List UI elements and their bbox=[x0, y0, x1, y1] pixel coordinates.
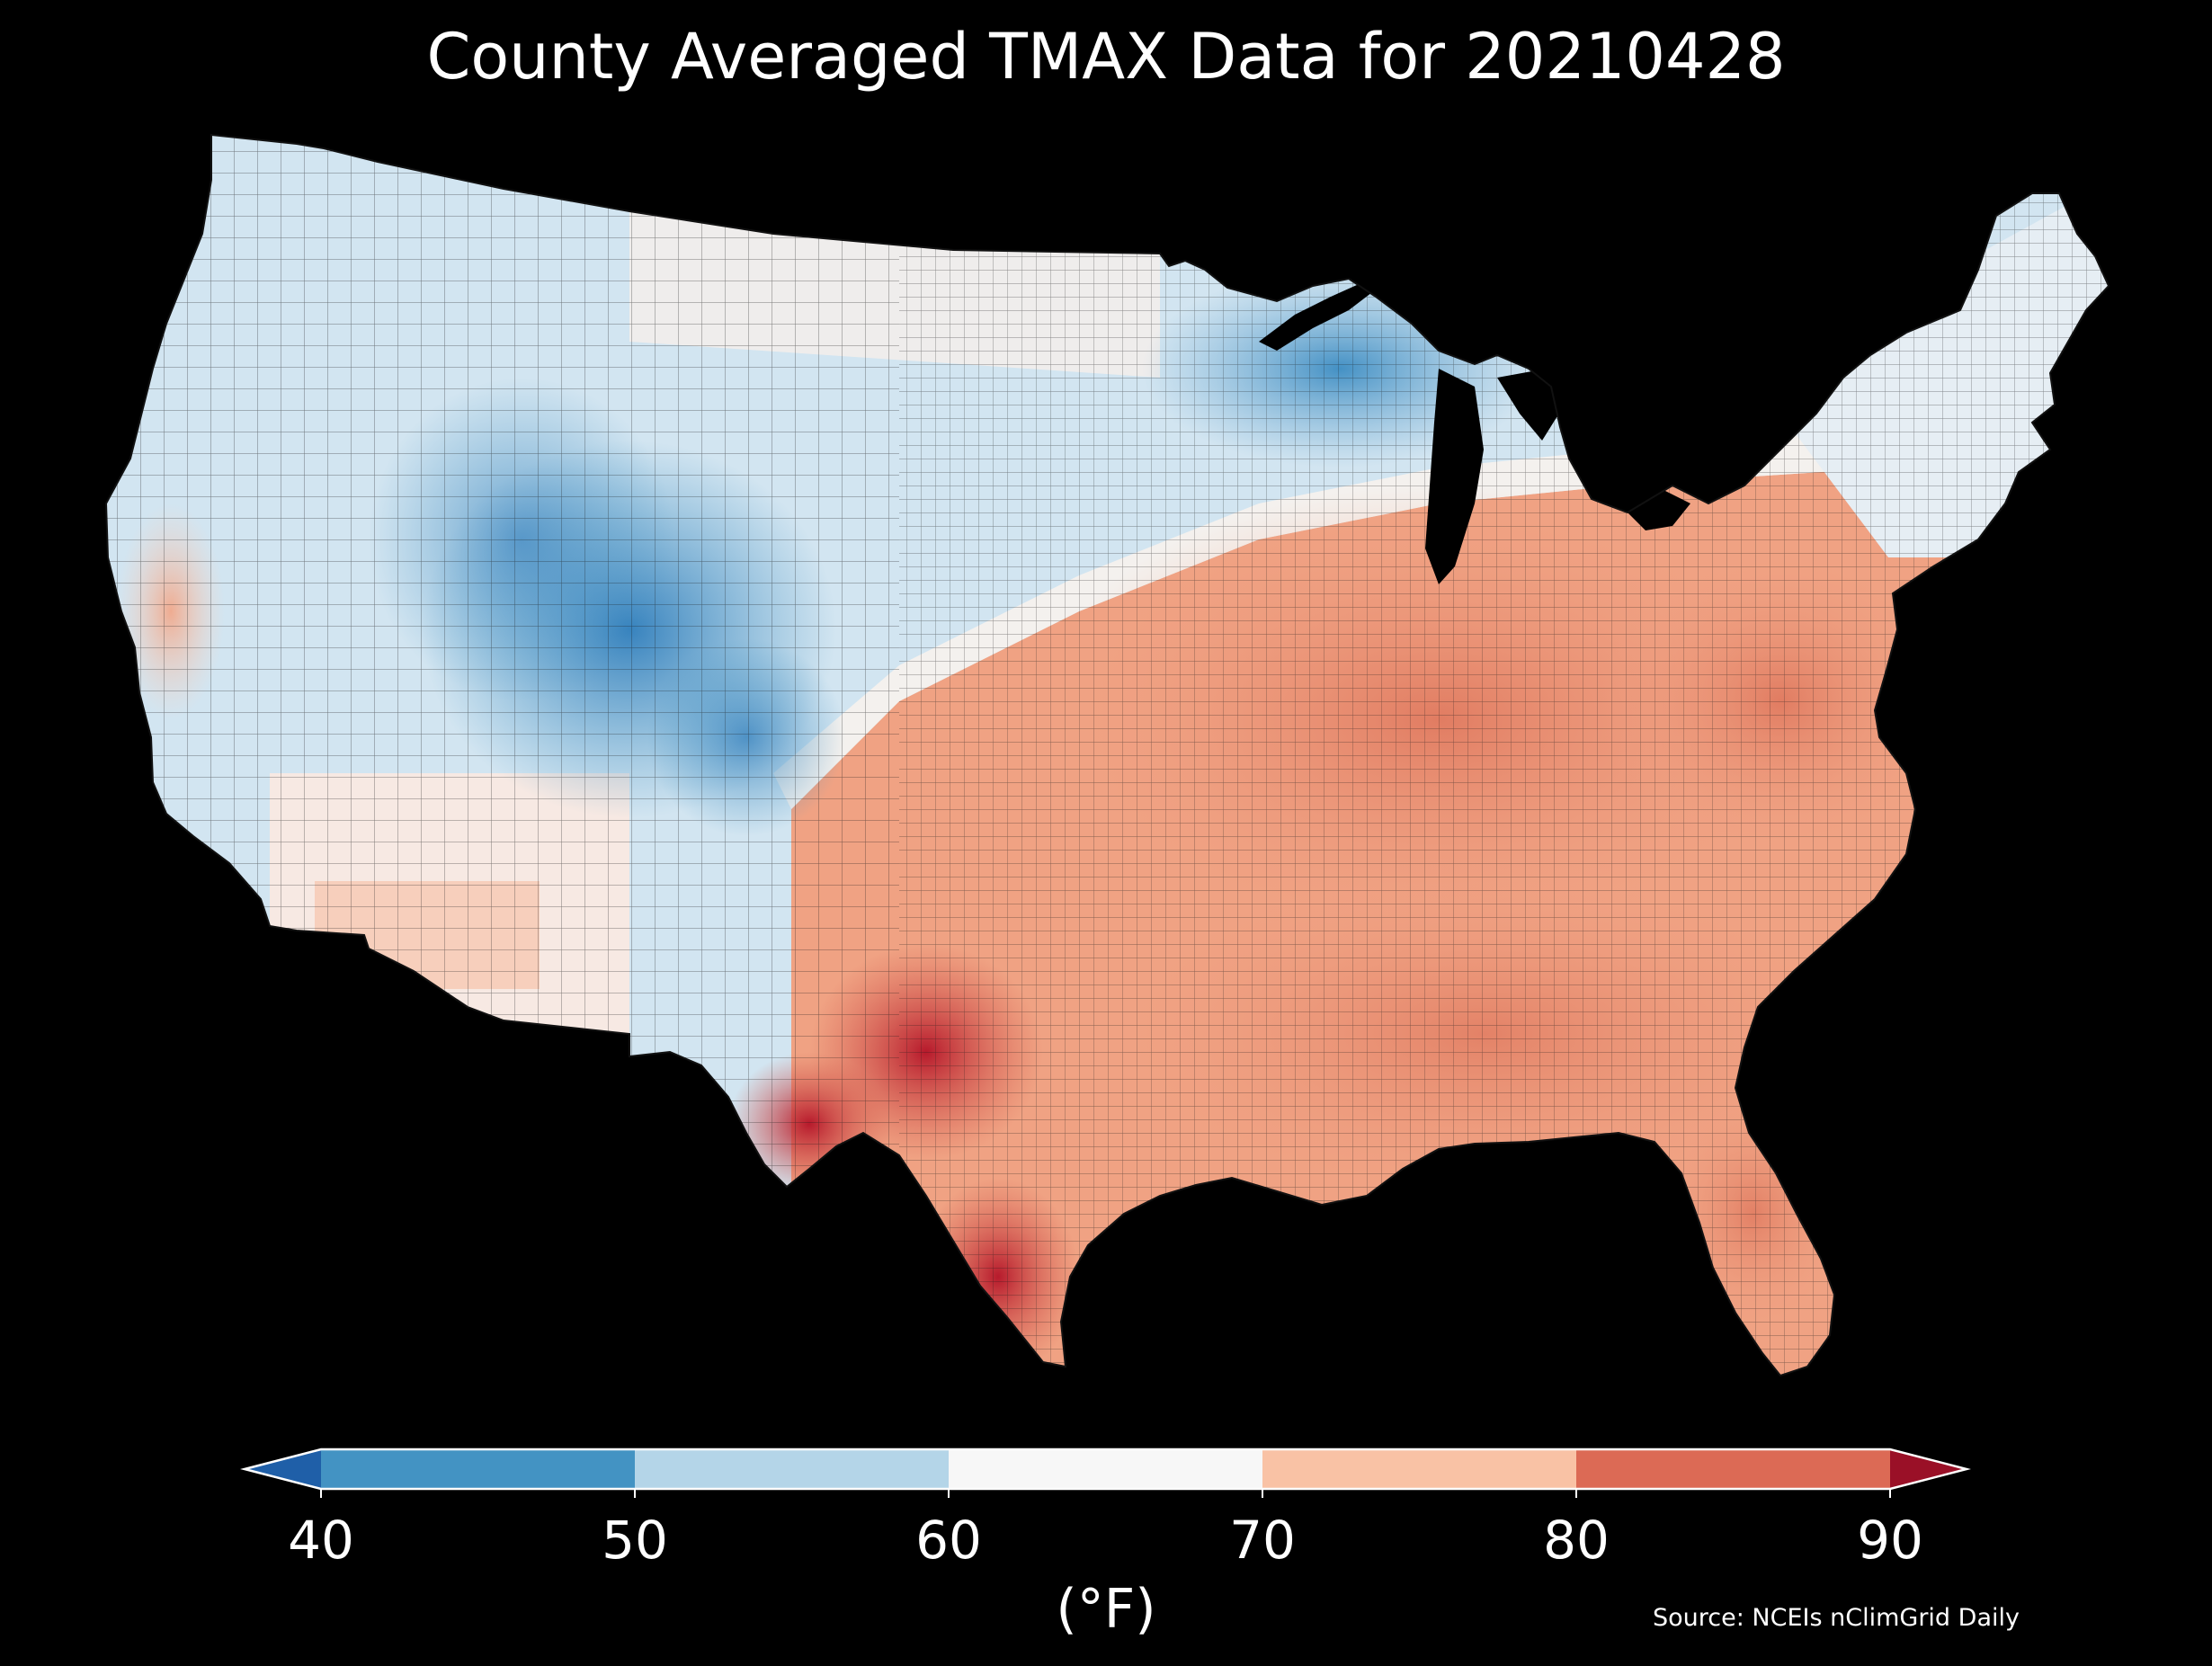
map-title: County Averaged TMAX Data for 20210428 bbox=[426, 20, 1786, 94]
colorbar-units-label: (°F) bbox=[1056, 1578, 1156, 1641]
us-outline bbox=[104, 133, 2110, 1377]
colorbar-tick-label: 80 bbox=[1543, 1510, 1610, 1571]
colorbar-bin bbox=[1262, 1449, 1576, 1489]
colorbar-tick-label: 90 bbox=[1857, 1510, 1923, 1571]
colorbar-over-arrow bbox=[1890, 1449, 1967, 1489]
colorbar-tick-label: 40 bbox=[288, 1510, 354, 1571]
colorbar-under-arrow bbox=[245, 1449, 321, 1489]
source-attribution: Source: NCEIs nClimGrid Daily bbox=[1653, 1604, 2020, 1632]
colorbar-bin bbox=[321, 1449, 635, 1489]
colorbar-bin bbox=[635, 1449, 949, 1489]
colorbar-tick-label: 60 bbox=[915, 1510, 982, 1571]
colorbar-bin bbox=[949, 1449, 1262, 1489]
colorbar-tick-label: 70 bbox=[1229, 1510, 1296, 1571]
colorbar-bin bbox=[1576, 1449, 1890, 1489]
colorbar-tick-label: 50 bbox=[602, 1510, 668, 1571]
great-lakes bbox=[1259, 281, 1690, 584]
